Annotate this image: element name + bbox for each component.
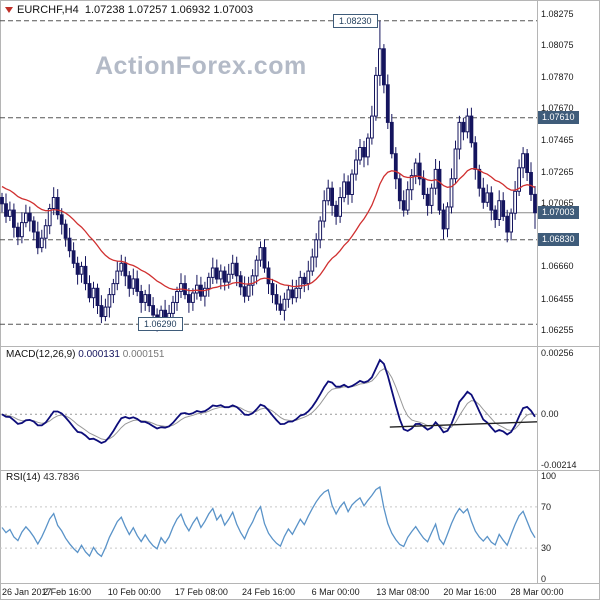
macd-indicator-label: MACD(12,26,9) 0.000131 0.000151 [6,349,164,360]
chart-title: EURCHF,H4 1.07238 1.07257 1.06932 1.0700… [5,4,253,16]
symbol-timeframe-label: EURCHF,H4 [17,4,79,16]
rsi-name: RSI(14) [6,472,41,483]
macd-name: MACD(12,26,9) [6,349,76,360]
key-level-lines [0,20,537,325]
symbol-marker-icon [5,7,13,13]
rsi-indicator-label: RSI(14) 43.7836 [6,472,79,483]
axis-current-price-badge: 1.07003 [538,205,579,219]
axis-level-badge-resistance: 1.07610 [538,110,579,124]
macd-trendline [389,421,538,428]
macd-signal-value: 0.000151 [122,349,165,360]
price-annotation-low: 1.06290 [138,317,183,332]
macd-main-line [1,358,536,444]
macd-main-value: 0.000131 [78,349,120,360]
ohlc-values-label: 1.07238 1.07257 1.06932 1.07003 [84,4,254,16]
price-annotation-high: 1.08230 [333,13,378,28]
axis-level-badge-support: 1.06830 [538,232,579,246]
rsi-line [1,485,536,558]
watermark-text: ActionForex.com [95,52,307,80]
moving-average-line [1,168,536,292]
candlestick-series [0,20,537,332]
rsi-value: 43.7836 [43,472,80,483]
macd-signal-line [1,368,536,441]
